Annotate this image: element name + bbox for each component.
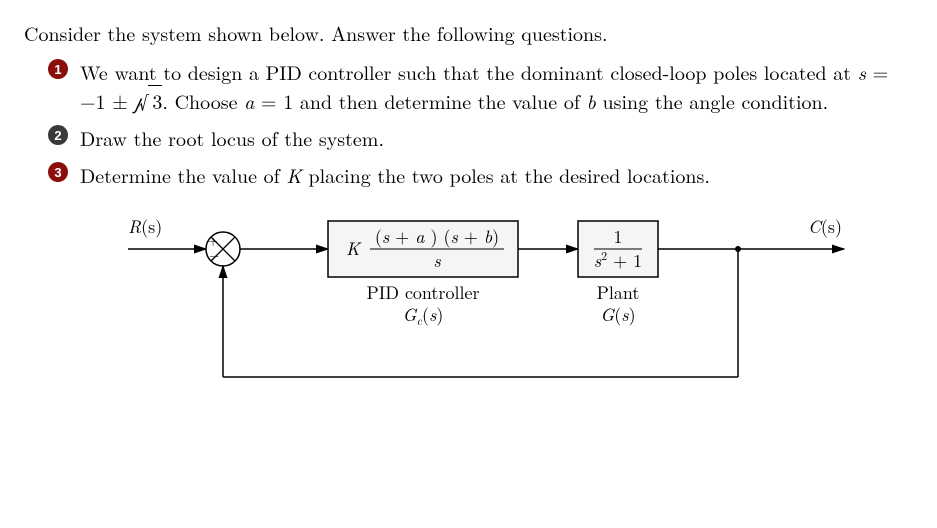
- svg-text:Gc(s): Gc(s): [403, 302, 444, 329]
- q1-b: b: [587, 86, 596, 115]
- svg-text:R(s): R(s): [128, 214, 162, 239]
- q1-a: a: [244, 86, 254, 115]
- q3-post: placing the two poles at the desired loc…: [302, 160, 710, 189]
- svg-text:(s + a ) (s + b): (s + a ) (s + b): [375, 224, 499, 249]
- q3-K: K: [286, 160, 301, 189]
- q1-eq: =: [866, 57, 888, 86]
- question-1: 1 We want to design a PID controller suc…: [54, 57, 913, 115]
- svg-text:s: s: [433, 248, 441, 273]
- question-2: 2 Draw the root locus of the system.: [54, 123, 913, 152]
- question-list: 1 We want to design a PID controller suc…: [24, 57, 913, 189]
- q1-post1: . Choose: [162, 86, 244, 115]
- q1-s: s: [858, 57, 866, 86]
- marker-3-icon: 3: [48, 162, 68, 182]
- q1-rad: 3: [148, 85, 162, 115]
- q1-eq2: = 1 and then determine the value of: [254, 86, 586, 115]
- q1-post2: using the angle condition.: [596, 86, 828, 115]
- q2-text: Draw the root locus of the system.: [80, 123, 384, 152]
- svg-text:1: 1: [614, 224, 623, 249]
- q1-minus1: −1 ±: [80, 86, 134, 115]
- intro-text: Consider the system shown below. Answer …: [24, 18, 913, 47]
- svg-text:s2 + 1: s2 + 1: [594, 247, 642, 273]
- svg-text:G(s): G(s): [600, 302, 635, 327]
- block-diagram: R(s)C(s)+−K(s + a ) (s + b)s1s2 + 1PID c…: [24, 197, 913, 417]
- svg-text:K: K: [346, 236, 362, 261]
- q1-pre: We want to design a PID controller such …: [80, 57, 858, 86]
- svg-text:−: −: [209, 245, 219, 264]
- svg-text:C(s): C(s): [808, 214, 842, 239]
- marker-1-icon: 1: [48, 59, 68, 79]
- question-3: 3 Determine the value of K placing the t…: [54, 160, 913, 189]
- q3-pre: Determine the value of: [80, 160, 286, 189]
- marker-2-icon: 2: [48, 125, 68, 145]
